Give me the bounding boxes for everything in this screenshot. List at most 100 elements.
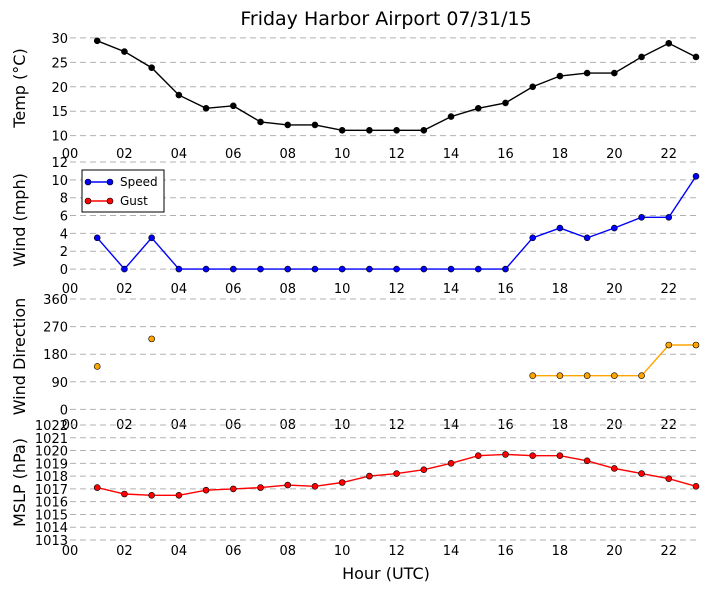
panel-temp: 10 15 20 25 30 00 02 04 06 08 10 12 14 16 18 20 22 Temp (… (10, 32, 700, 162)
temp-data-point (366, 126, 373, 134)
temp-data-point (393, 126, 400, 134)
panel-mslp: 1013101410151016101710181019102010211022… (10, 419, 700, 559)
temp-data-point (175, 91, 183, 99)
wind-x-tick-label: 00 (62, 282, 79, 297)
wind-y-tick-label: 2 (60, 245, 68, 260)
temp-x-tick-label: 02 (116, 147, 133, 162)
temp-data-point (556, 72, 564, 80)
wind-data-point (311, 265, 319, 273)
temp-x-tick-label: 16 (497, 147, 514, 162)
mslp-data-point (474, 452, 482, 459)
mslp-x-tick-label: 08 (279, 544, 296, 559)
direction-y-tick-label: 90 (51, 376, 68, 391)
mslp-data-point (257, 484, 264, 491)
wind-x-tick-label: 16 (497, 282, 514, 297)
mslp-data-point (529, 452, 536, 459)
direction-data-point (93, 363, 101, 370)
mslp-data-point (202, 486, 210, 494)
legend-swatch-marker (106, 197, 114, 205)
wind-x-tick-label: 18 (552, 282, 569, 297)
wind-x-tick-label: 10 (334, 282, 351, 297)
wind-data-point (665, 214, 673, 221)
mslp-data-point (611, 465, 618, 472)
mslp-data-point (338, 479, 346, 486)
wind-series-line (96, 175, 697, 271)
wind-data-point (257, 265, 264, 273)
temp-data-point (583, 69, 591, 77)
mslp-y-tick-label: 1021 (35, 432, 68, 447)
wind-y-tick-label: 4 (60, 227, 68, 242)
legend-swatch-marker (84, 197, 92, 205)
wind-data-point (638, 214, 645, 221)
temp-y-tick-label: 30 (51, 32, 68, 47)
direction-x-tick-label: 04 (171, 418, 188, 433)
temp-data-point (529, 83, 536, 91)
temp-x-tick-label: 00 (62, 147, 79, 162)
mslp-data-point (447, 460, 455, 467)
direction-y-tick-label: 360 (43, 293, 68, 308)
mslp-y-tick-label: 1014 (35, 521, 68, 536)
mslp-data-point (502, 451, 509, 458)
legend-swatch-marker (84, 178, 92, 186)
legend-swatch-marker (106, 178, 114, 186)
mslp-data-point (284, 481, 292, 489)
wind-data-point (284, 265, 292, 273)
mslp-y-tick-label: 1016 (35, 496, 68, 511)
temp-data-point (611, 69, 618, 77)
temp-x-tick-label: 20 (606, 147, 623, 162)
mslp-data-point (121, 490, 128, 498)
mslp-y-tick-label: 1017 (35, 483, 68, 498)
mslp-x-tick-label: 06 (225, 544, 242, 559)
mslp-y-tick-label: 1018 (35, 470, 68, 485)
mslp-data-point (583, 457, 591, 465)
temp-data-point (692, 53, 700, 61)
direction-data-point (692, 341, 700, 349)
temp-data-point (474, 104, 482, 112)
wind-data-point (556, 224, 564, 232)
temp-y-tick-label: 25 (51, 56, 68, 71)
mslp-data-point (175, 491, 183, 499)
direction-data-point (148, 335, 155, 343)
mslp-x-tick-label: 10 (334, 544, 351, 559)
temp-data-point (420, 126, 428, 134)
wind-data-point (338, 265, 346, 273)
mslp-x-tick-label: 02 (116, 544, 133, 559)
wind-x-tick-label: 12 (388, 282, 405, 297)
wind-data-point (583, 234, 591, 242)
direction-y-tick-label: 0 (60, 403, 68, 418)
mslp-x-tick-label: 20 (606, 544, 623, 559)
wind-data-point (230, 265, 237, 273)
direction-y-tick-label: 180 (43, 348, 68, 363)
mslp-data-point (311, 483, 319, 490)
temp-data-point (230, 102, 237, 110)
wind-y-tick-label: 0 (60, 263, 68, 278)
mslp-y-tick-label: 1013 (35, 534, 68, 549)
legend-entry-speed: Speed (120, 175, 158, 189)
wind-x-tick-label: 06 (225, 282, 242, 297)
wind-x-tick-label: 14 (443, 282, 460, 297)
temp-series-line (96, 40, 697, 131)
mslp-y-tick-label: 1019 (35, 457, 68, 472)
wind-x-tick-label: 04 (171, 282, 188, 297)
temp-data-point (284, 121, 292, 129)
mslp-data-point (393, 470, 400, 477)
direction-y-axis-label: Wind Direction (10, 298, 29, 416)
temp-y-tick-label: 10 (51, 130, 68, 145)
direction-data-point (611, 372, 618, 379)
temp-x-tick-label: 04 (171, 147, 188, 162)
legend-entry-gust: Gust (120, 194, 148, 208)
temp-x-tick-label: 22 (661, 147, 678, 162)
temp-x-tick-label: 18 (552, 147, 569, 162)
wind-y-tick-label: 12 (51, 156, 68, 171)
wind-legend: Speed Gust (81, 169, 165, 213)
direction-data-point (665, 341, 673, 349)
mslp-data-point (93, 484, 101, 491)
wind-data-point (175, 265, 183, 273)
wind-data-point (502, 265, 509, 273)
direction-y-tick-label: 270 (43, 321, 68, 336)
wind-data-point (447, 265, 455, 273)
temp-data-point (311, 121, 319, 129)
